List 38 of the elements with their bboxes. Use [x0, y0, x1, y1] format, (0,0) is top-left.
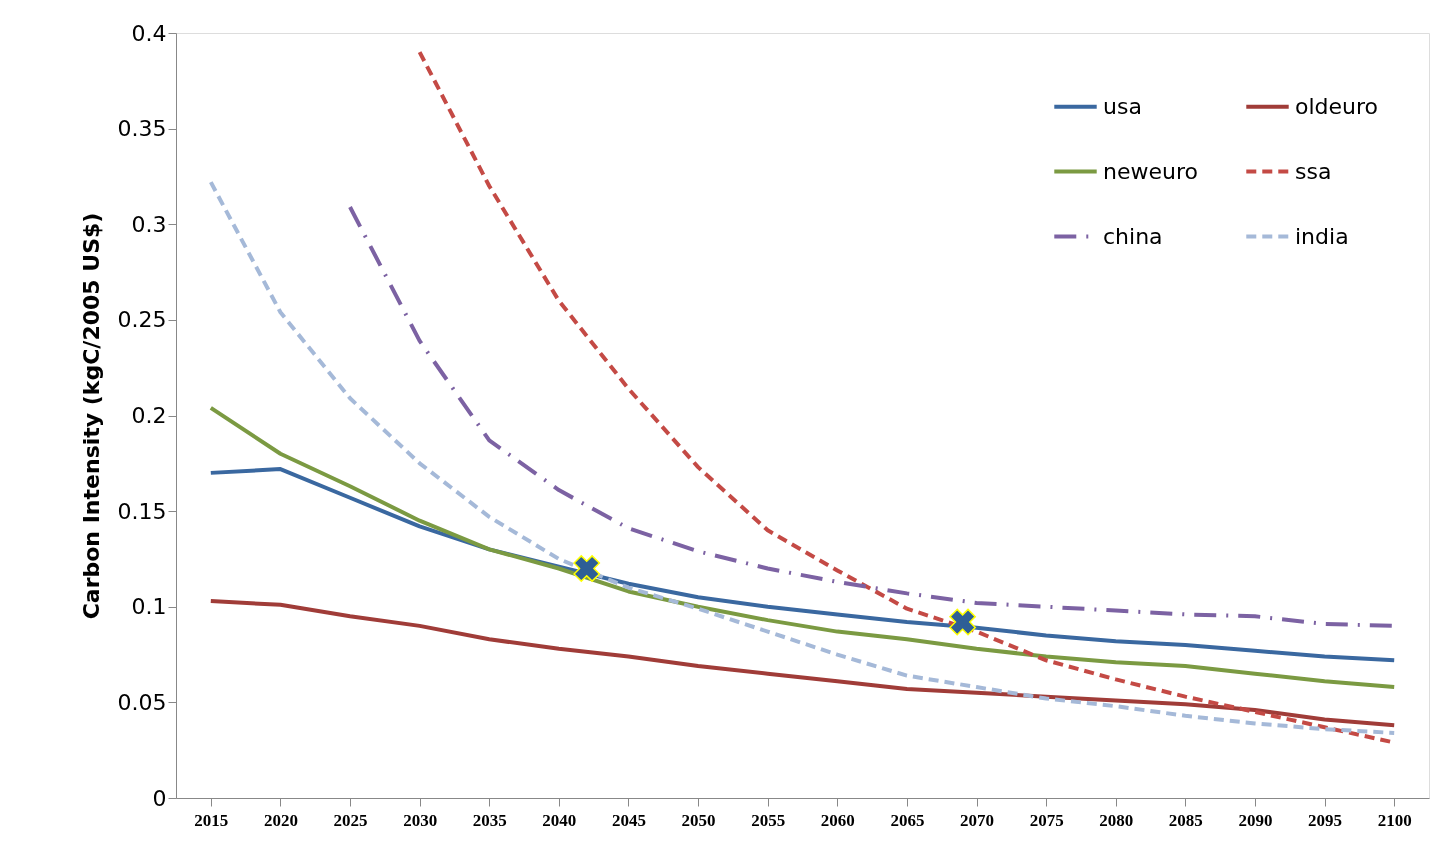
- line-series: [208, 180, 1397, 735]
- x-tick-label: 2055: [751, 810, 786, 830]
- y-tick-label: 0.35: [117, 116, 167, 142]
- line-series: [208, 599, 1397, 728]
- legend-label: usa: [1103, 93, 1142, 119]
- legend-label: oldeuro: [1295, 93, 1379, 119]
- line-series: [208, 467, 1397, 663]
- x-tick-label: 2045: [611, 810, 646, 830]
- y-tick-label: 0.05: [117, 689, 167, 715]
- x-tick-label: 2100: [1377, 810, 1412, 830]
- legend-label: india: [1295, 223, 1349, 249]
- x-tick-label: 2095: [1308, 810, 1343, 830]
- legend-label: ssa: [1295, 158, 1332, 184]
- y-tick-label: 0.15: [117, 498, 167, 524]
- y-axis-title: Carbon Intensity (kgC/2005 US$): [78, 212, 104, 620]
- line-series: [208, 405, 1397, 690]
- y-tick-label: 0.2: [131, 403, 167, 428]
- x-tick-label: 2050: [681, 810, 716, 830]
- x-tick-label: 2040: [542, 810, 577, 830]
- x-tick-label: 2060: [820, 810, 855, 830]
- x-tick-label: 2020: [263, 810, 298, 830]
- x-tick-label: 2070: [960, 810, 995, 830]
- y-tick-label: 0.3: [131, 211, 167, 237]
- legend-label: neweuro: [1103, 158, 1198, 184]
- y-tick-label: 0.1: [131, 594, 167, 620]
- x-tick-label: 2065: [890, 810, 925, 830]
- x-tick-label: 2025: [333, 810, 368, 830]
- y-tick-label: 0.25: [117, 307, 167, 333]
- x-tick-label: 2085: [1168, 810, 1203, 830]
- legend-label: china: [1103, 223, 1163, 249]
- x-tick-label: 2080: [1099, 810, 1134, 830]
- x-tick-label: 2035: [472, 810, 507, 830]
- y-tick-label: 0: [152, 785, 167, 811]
- x-tick-label: 2090: [1238, 810, 1273, 830]
- x-tick-label: 2015: [194, 810, 229, 830]
- y-tick-label: 0.4: [131, 20, 167, 46]
- x-tick-label: 2030: [403, 810, 438, 830]
- x-tick-label: 2075: [1029, 810, 1064, 830]
